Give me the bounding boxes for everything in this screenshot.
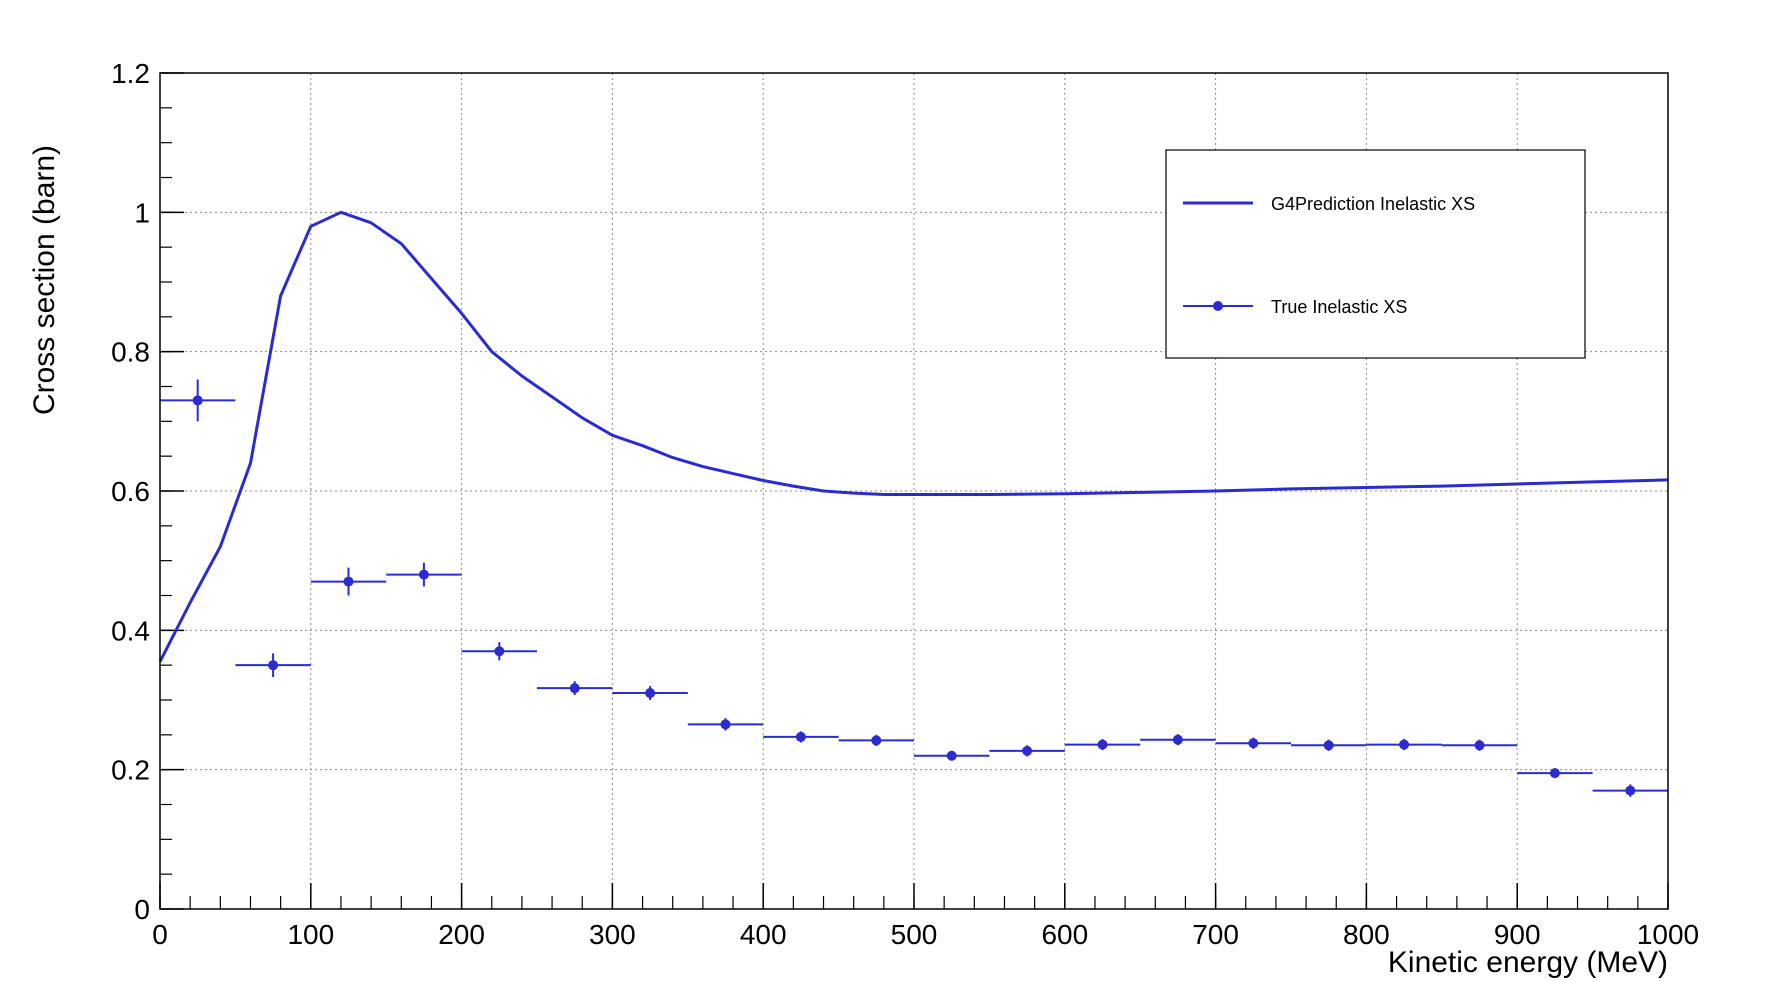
data-point	[1441, 739, 1518, 751]
y-tick-label: 0.4	[111, 615, 150, 646]
x-tick-label: 100	[287, 919, 334, 950]
data-point	[914, 750, 990, 761]
point-marker	[418, 569, 429, 580]
y-tick-label: 0.2	[111, 755, 150, 786]
point-marker	[494, 646, 505, 657]
x-tick-label: 600	[1041, 919, 1088, 950]
data-point	[1592, 784, 1668, 797]
x-tick-label: 200	[438, 919, 485, 950]
point-marker	[1172, 734, 1183, 745]
data-point	[1215, 737, 1291, 749]
point-marker	[1097, 739, 1108, 750]
y-tick-label: 1.2	[111, 58, 150, 89]
data-point	[612, 686, 688, 700]
data-point	[989, 745, 1065, 757]
point-marker	[1549, 768, 1560, 779]
legend-label-true: True Inelastic XS	[1271, 297, 1407, 317]
data-point	[160, 379, 236, 422]
point-marker	[645, 688, 656, 699]
data-point	[537, 681, 613, 696]
prediction-curve	[158, 210, 1669, 663]
legend: G4Prediction Inelastic XS True Inelastic…	[1165, 149, 1586, 359]
data-point	[763, 731, 839, 743]
data-point	[1064, 739, 1141, 751]
point-marker	[946, 750, 957, 761]
x-tick-label: 300	[589, 919, 636, 950]
x-axis-title: Kinetic energy (MeV)	[1388, 946, 1668, 979]
x-tick-label: 800	[1343, 919, 1390, 950]
x-tick-label: 1000	[1637, 919, 1699, 950]
point-marker	[192, 395, 203, 406]
data-point	[687, 718, 764, 731]
data-point	[310, 567, 387, 596]
data-point	[838, 734, 914, 746]
legend-label-prediction: G4Prediction Inelastic XS	[1271, 194, 1475, 214]
y-tick-label: 1	[134, 197, 150, 228]
data-point	[1140, 734, 1216, 746]
point-marker	[343, 576, 354, 587]
point-marker	[1248, 738, 1259, 749]
point-marker	[795, 731, 806, 742]
point-marker	[720, 719, 731, 730]
series-layer	[158, 210, 1669, 797]
point-marker	[569, 683, 580, 694]
y-tick-label: 0.8	[111, 337, 150, 368]
data-point	[1366, 739, 1442, 751]
tick-labels: 0 100 200 300 400 500 600 700 800 900 1000 0 0.2 0.4 0…	[111, 58, 1699, 950]
data-point	[1517, 768, 1593, 779]
point-marker	[1625, 785, 1636, 796]
point-marker	[1474, 740, 1485, 751]
x-tick-label: 400	[740, 919, 787, 950]
data-point	[461, 642, 537, 661]
x-tick-label: 900	[1494, 919, 1541, 950]
data-point	[386, 562, 462, 587]
y-tick-label: 0.6	[111, 476, 150, 507]
data-point	[235, 653, 311, 678]
y-tick-label: 0	[134, 894, 150, 925]
legend-marker-swatch	[1213, 301, 1223, 311]
point-marker	[268, 660, 279, 671]
point-marker	[1323, 740, 1334, 751]
point-marker	[871, 735, 882, 746]
x-tick-label: 700	[1192, 919, 1239, 950]
data-point	[1291, 739, 1367, 751]
point-marker	[1022, 745, 1033, 756]
plot-frame	[159, 72, 1669, 910]
y-axis-title: Cross section (barn)	[28, 145, 61, 415]
x-tick-label: 0	[152, 919, 168, 950]
point-marker	[1399, 739, 1410, 750]
x-tick-label: 500	[891, 919, 938, 950]
legend-box	[1165, 149, 1586, 359]
